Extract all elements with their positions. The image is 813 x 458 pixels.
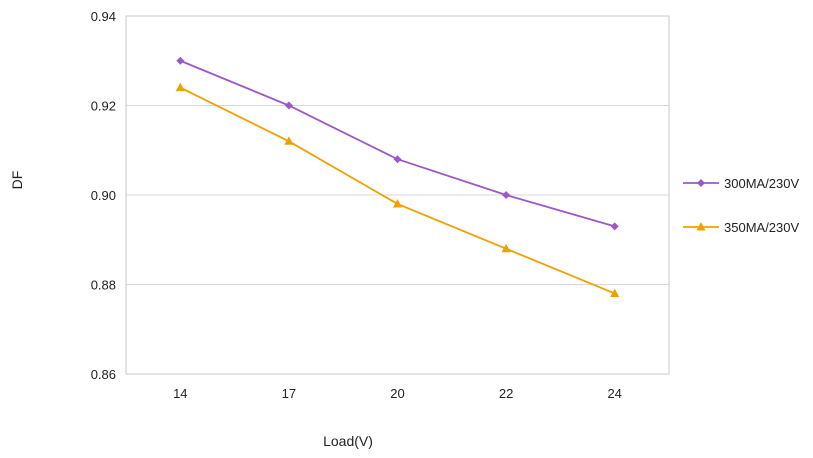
legend-item: 350MA/230V bbox=[683, 220, 799, 235]
legend-label: 300MA/230V bbox=[724, 176, 799, 191]
legend-label: 350MA/230V bbox=[724, 220, 799, 235]
series-1 bbox=[176, 56, 619, 231]
y-tick-label: 0.90 bbox=[91, 188, 116, 203]
series-group bbox=[175, 56, 620, 297]
grid-lines bbox=[126, 15, 669, 375]
x-tick-labels: 14 17 20 22 24 bbox=[173, 386, 622, 401]
data-point bbox=[284, 101, 293, 110]
y-tick-label: 0.94 bbox=[91, 9, 116, 24]
series-2 bbox=[175, 82, 620, 297]
plot-area bbox=[125, 15, 670, 375]
y-tick-label: 0.86 bbox=[91, 367, 116, 382]
legend-marker bbox=[697, 179, 705, 187]
data-point bbox=[175, 82, 185, 92]
y-tick-label: 0.92 bbox=[91, 99, 116, 114]
data-point bbox=[502, 191, 511, 199]
series-line bbox=[179, 86, 616, 295]
data-point bbox=[284, 136, 294, 145]
data-point bbox=[393, 155, 402, 164]
data-point bbox=[501, 243, 511, 253]
x-tick-label: 14 bbox=[173, 386, 187, 401]
data-point bbox=[610, 222, 619, 231]
y-axis-label: DF bbox=[9, 171, 25, 190]
data-point bbox=[176, 56, 185, 65]
legend-item: 300MA/230V bbox=[683, 176, 799, 191]
data-point bbox=[610, 288, 620, 297]
x-tick-label: 20 bbox=[390, 386, 404, 401]
x-tick-label: 17 bbox=[282, 386, 296, 401]
legend-marker bbox=[696, 222, 706, 231]
data-point bbox=[393, 198, 402, 208]
x-axis-label: Load(V) bbox=[323, 433, 373, 449]
legend: 300MA/230V 350MA/230V bbox=[683, 176, 799, 235]
y-tick-labels: 0.86 0.88 0.90 0.92 0.94 bbox=[91, 9, 116, 382]
x-tick-label: 24 bbox=[607, 386, 621, 401]
y-tick-label: 0.88 bbox=[91, 278, 116, 293]
x-tick-label: 22 bbox=[499, 386, 513, 401]
